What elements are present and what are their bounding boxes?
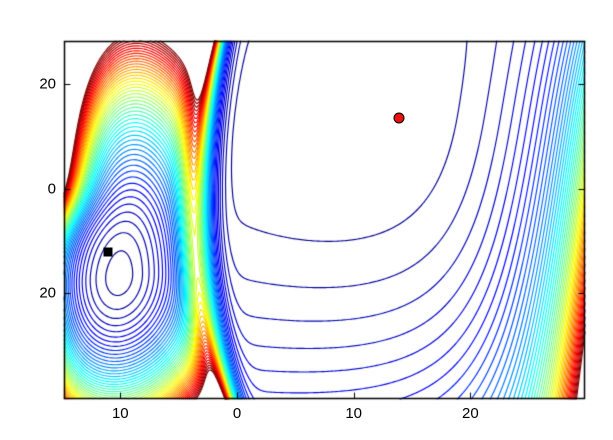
x-tick-label: 20 bbox=[462, 405, 479, 422]
y-tick-label: 20 bbox=[39, 284, 56, 302]
y-tick-label: 20 bbox=[39, 75, 56, 93]
marker-black-square bbox=[103, 247, 113, 257]
y-tick-label: 0 bbox=[47, 180, 56, 197]
marker-red-circle bbox=[393, 112, 405, 124]
x-tick-label: 0 bbox=[232, 405, 242, 422]
x-tick-label: 10 bbox=[111, 405, 129, 422]
x-tick-label: 10 bbox=[345, 405, 363, 422]
